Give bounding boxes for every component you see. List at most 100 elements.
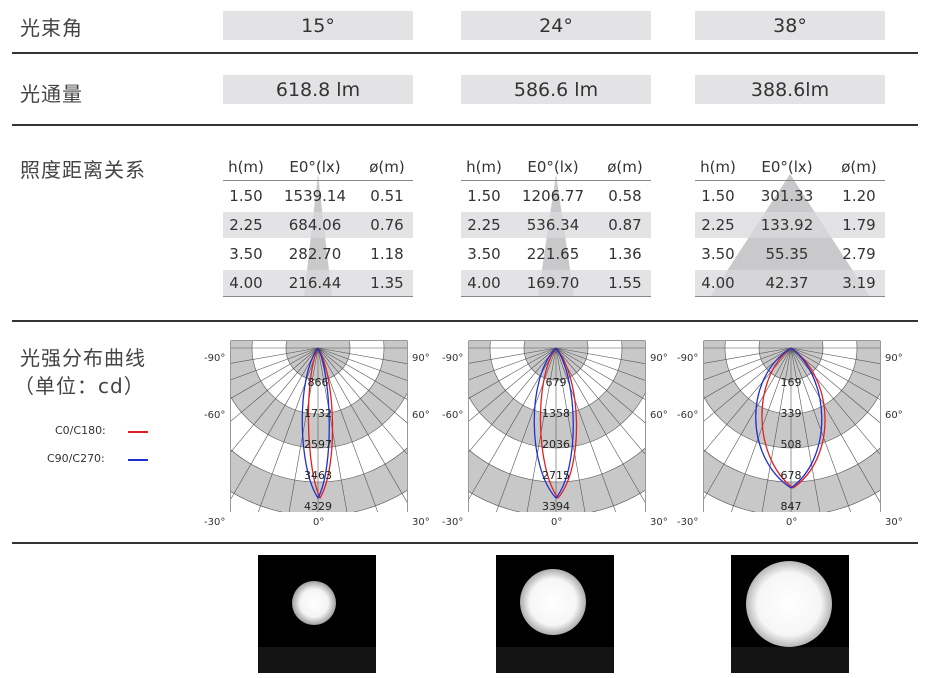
angle-label: -30°	[442, 517, 464, 528]
angle-label: -30°	[204, 517, 226, 528]
legend-label-c90: C90/C270:	[47, 452, 105, 465]
table-row: 3.50 221.65 1.36	[461, 241, 651, 267]
table-header-row: h(m) E0°(lx) ø(m)	[223, 154, 413, 181]
table-cell: 2.25	[701, 216, 735, 234]
table-header-row: h(m) E0°(lx) ø(m)	[695, 154, 885, 181]
table-cell: 2.25	[467, 216, 501, 234]
table-cell: 3.50	[229, 245, 263, 263]
table-row: 2.25 536.34 0.87	[461, 212, 651, 238]
table-header-cell: h(m)	[466, 158, 502, 176]
table-header-cell: E0°(lx)	[527, 158, 579, 176]
beam-angle-value: 24°	[461, 11, 651, 40]
angle-label: -60°	[677, 410, 699, 421]
table-row: 2.25 133.92 1.79	[695, 212, 885, 238]
table-cell: 1.18	[370, 245, 404, 263]
table-cell: 1539.14	[283, 187, 347, 205]
legend-label-c0: C0/C180:	[55, 424, 106, 437]
table-header-cell: h(m)	[228, 158, 264, 176]
table-cell: 4.00	[467, 274, 501, 292]
angle-label: -30°	[677, 517, 699, 528]
ring-label: 1732	[304, 407, 332, 420]
flux-value: 586.6 lm	[461, 75, 651, 104]
angle-label: -90°	[677, 353, 699, 364]
ring-label: 847	[781, 500, 802, 512]
divider	[12, 124, 918, 126]
c90-c270-curve	[533, 347, 574, 499]
divider	[12, 542, 918, 544]
angle-label: 0°	[551, 517, 563, 528]
ring-label: 866	[308, 376, 329, 389]
table-row: 4.00 169.70 1.55	[461, 270, 651, 297]
beam-angle-value: 38°	[695, 11, 885, 40]
table-header-row: h(m) E0°(lx) ø(m)	[461, 154, 651, 181]
table-cell: 1.55	[608, 274, 642, 292]
beam-photo	[731, 555, 849, 673]
table-cell: 4.00	[701, 274, 735, 292]
table-row: 4.00 42.37 3.19	[695, 270, 885, 297]
table-cell: 1.35	[370, 274, 404, 292]
table-header-cell: E0°(lx)	[289, 158, 341, 176]
luminous-flux-label: 光通量	[20, 82, 83, 106]
angle-label: -90°	[204, 353, 226, 364]
illuminance-table: h(m) E0°(lx) ø(m) 1.50 1539.14 0.51 2.25 684.06…	[223, 152, 413, 297]
c90-c270-curve	[755, 347, 823, 489]
table-cell: 0.51	[370, 187, 404, 205]
table-cell: 1.50	[467, 187, 501, 205]
angle-label: 60°	[412, 410, 430, 421]
ring-label: 339	[781, 407, 802, 420]
ring-label: 2036	[542, 438, 570, 451]
polar-chart: 679 1358 2036 2715 3394 -90° -60° -30° 90° 60° 30°…	[442, 340, 668, 528]
angle-label: 90°	[885, 353, 903, 364]
table-cell: 3.50	[467, 245, 501, 263]
beam-photo	[496, 555, 614, 673]
c0-c180-curve	[539, 347, 578, 500]
table-cell: 4.00	[229, 274, 263, 292]
ring-label: 4329	[304, 500, 332, 512]
table-cell: 1.50	[701, 187, 735, 205]
angle-label: 0°	[313, 517, 325, 528]
flux-value: 388.6lm	[695, 75, 885, 104]
table-header-cell: h(m)	[700, 158, 736, 176]
table-cell: 1.36	[608, 245, 642, 263]
angle-label: 30°	[885, 517, 903, 528]
beam-angle-value: 15°	[223, 11, 413, 40]
table-row: 4.00 216.44 1.35	[223, 270, 413, 297]
divider	[12, 52, 918, 54]
c0-c180-curve	[307, 347, 334, 500]
table-cell: 133.92	[760, 216, 814, 234]
ring-label: 679	[546, 376, 567, 389]
ring-label: 2597	[304, 438, 332, 451]
ring-label: 508	[781, 438, 802, 451]
divider	[12, 320, 918, 322]
intensity-label: 光强分布曲线	[20, 346, 146, 370]
c0-c180-curve	[761, 347, 826, 489]
ring-label: 678	[781, 469, 802, 482]
beam-angle-label: 光束角	[20, 16, 83, 40]
table-row: 1.50 301.33 1.20	[695, 183, 885, 209]
angle-label: -60°	[204, 410, 226, 421]
table-row: 1.50 1206.77 0.58	[461, 183, 651, 209]
beam-photo	[258, 555, 376, 673]
table-cell: 2.25	[229, 216, 263, 234]
angle-label: 30°	[650, 517, 668, 528]
angle-label: -90°	[442, 353, 464, 364]
ring-label: 169	[781, 376, 802, 389]
intensity-unit-label: （单位：cd）	[14, 374, 145, 398]
table-cell: 1.79	[842, 216, 876, 234]
table-cell: 0.87	[608, 216, 642, 234]
table-cell: 216.44	[288, 274, 342, 292]
table-cell: 169.70	[526, 274, 580, 292]
angle-label: 90°	[650, 353, 668, 364]
table-row: 3.50 55.35 2.79	[695, 241, 885, 267]
table-row: 2.25 684.06 0.76	[223, 212, 413, 238]
table-cell: 3.50	[701, 245, 735, 263]
table-cell: 221.65	[526, 245, 580, 263]
legend-swatch-c90	[128, 459, 148, 461]
angle-label: 90°	[412, 353, 430, 364]
angle-label: 60°	[885, 410, 903, 421]
table-cell: 684.06	[288, 216, 342, 234]
table-cell: 1.20	[842, 187, 876, 205]
illuminance-table: h(m) E0°(lx) ø(m) 1.50 301.33 1.20 2.25 133.92 1…	[695, 152, 885, 297]
ring-label: 3463	[304, 469, 332, 482]
table-cell: 301.33	[760, 187, 814, 205]
